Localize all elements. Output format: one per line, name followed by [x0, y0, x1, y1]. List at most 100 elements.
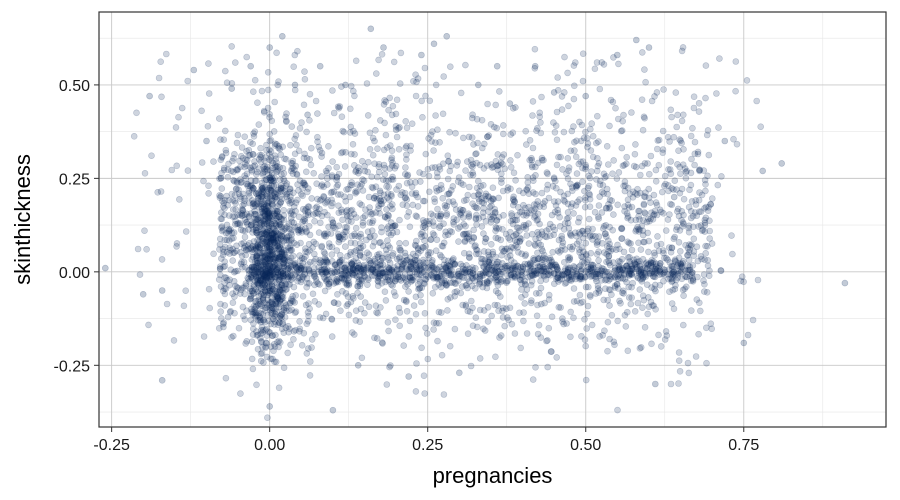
data-point [282, 304, 290, 311]
data-point [277, 295, 285, 303]
data-point [627, 270, 635, 277]
data-point [626, 190, 634, 198]
data-point [271, 292, 279, 300]
data-point [265, 301, 272, 308]
data-point [403, 124, 411, 132]
data-point [279, 270, 287, 277]
data-point [263, 229, 271, 236]
data-point [495, 88, 503, 95]
data-point [296, 269, 303, 276]
data-point [291, 81, 299, 89]
data-point [300, 265, 308, 273]
data-point [450, 271, 458, 279]
data-point [281, 313, 289, 321]
data-point [355, 264, 363, 271]
data-point [544, 363, 552, 371]
data-point [390, 58, 398, 66]
data-point [670, 186, 677, 193]
data-point [346, 105, 354, 113]
data-point [259, 217, 267, 225]
data-point [653, 263, 660, 270]
data-point [253, 229, 260, 237]
data-point [303, 350, 311, 357]
data-point [512, 265, 519, 272]
data-point [386, 259, 394, 267]
data-point [577, 272, 584, 280]
data-point [472, 242, 479, 249]
data-point [497, 332, 505, 339]
data-point [244, 274, 251, 282]
data-point [305, 267, 313, 275]
data-point [413, 360, 420, 367]
data-point [606, 272, 613, 280]
data-point [344, 271, 352, 279]
data-point [610, 211, 617, 218]
data-point [374, 263, 382, 271]
data-point [704, 127, 712, 134]
data-point [476, 273, 484, 281]
data-point [253, 229, 260, 236]
data-point [491, 267, 498, 275]
data-point [259, 194, 267, 201]
data-point [352, 307, 360, 315]
data-point [676, 248, 684, 255]
data-point [251, 246, 258, 253]
data-point [283, 190, 291, 198]
data-point [482, 269, 490, 277]
data-point [263, 199, 271, 207]
data-point [268, 268, 275, 275]
data-point [648, 284, 655, 291]
data-point [358, 201, 365, 209]
data-point [506, 252, 514, 259]
data-point [256, 317, 263, 324]
data-point [245, 270, 253, 278]
data-point [462, 265, 470, 273]
data-point [271, 262, 279, 269]
data-point [271, 152, 279, 159]
data-point [645, 237, 653, 245]
data-point [539, 261, 546, 269]
data-point [257, 330, 265, 338]
data-point [257, 144, 264, 152]
data-point [295, 213, 303, 221]
data-point [350, 258, 357, 265]
data-point [309, 244, 316, 251]
data-point [259, 238, 267, 245]
data-point [252, 273, 260, 281]
data-point [266, 251, 273, 258]
data-point [247, 292, 255, 300]
data-point [218, 185, 226, 192]
data-point [281, 251, 289, 258]
data-point [344, 293, 352, 300]
data-point [234, 167, 241, 174]
data-point [274, 208, 282, 216]
data-point [262, 277, 269, 285]
data-point [264, 202, 272, 210]
data-point [274, 264, 281, 272]
data-point [261, 221, 268, 228]
data-point [545, 194, 553, 202]
data-point [283, 233, 291, 241]
data-point [567, 308, 575, 316]
data-point [562, 279, 570, 286]
data-point [268, 187, 276, 194]
data-point [279, 277, 287, 285]
data-point [216, 115, 223, 122]
data-point [274, 207, 281, 215]
data-point [624, 201, 632, 209]
data-point [257, 203, 265, 210]
data-point [294, 274, 302, 282]
data-point [473, 211, 480, 219]
data-point [595, 257, 602, 264]
data-point [439, 265, 447, 273]
data-point [601, 285, 609, 293]
data-point [615, 271, 623, 279]
data-point [469, 266, 477, 274]
data-point [263, 270, 271, 277]
data-point [685, 369, 693, 377]
data-point [273, 297, 281, 305]
data-point [533, 312, 541, 320]
data-point [360, 263, 367, 270]
data-point [350, 127, 357, 135]
data-point [250, 88, 257, 95]
